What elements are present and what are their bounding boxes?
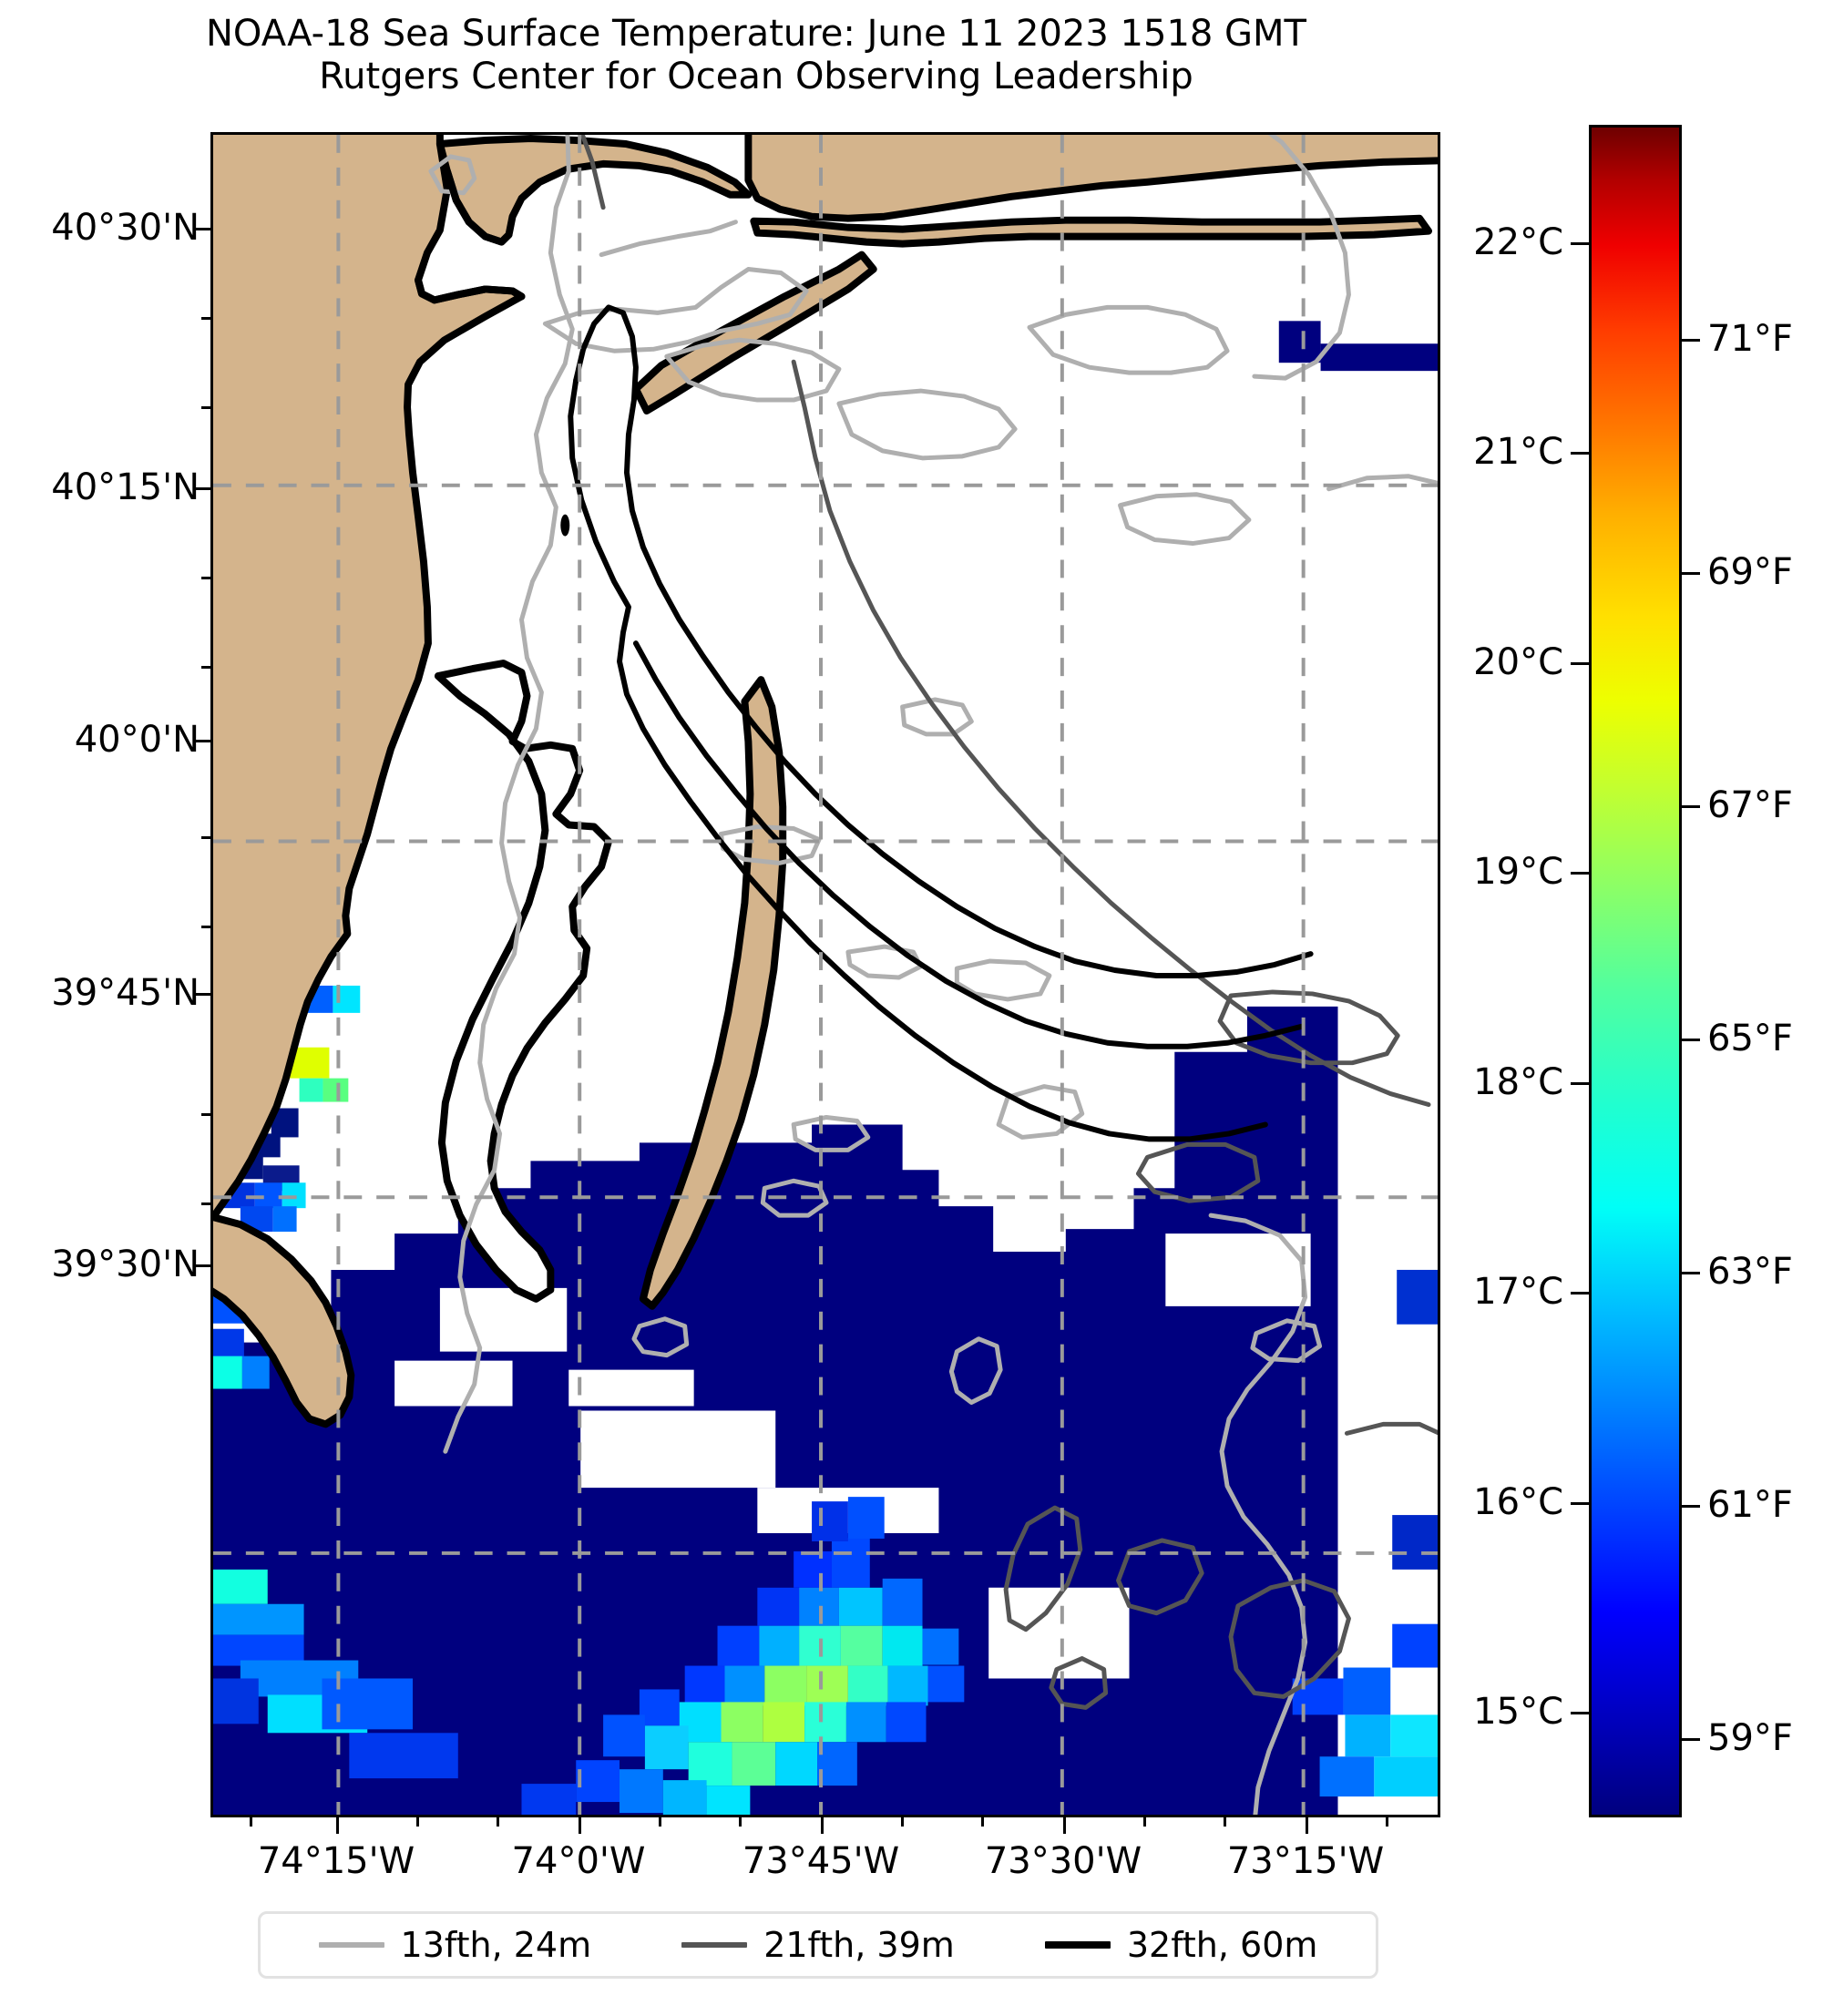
lon-label-73-30: 73°30'W xyxy=(984,1840,1142,1882)
cb-tick-18c xyxy=(1571,1082,1589,1085)
sst-map-panel[interactable] xyxy=(210,132,1440,1817)
title-line-1: NOAA-18 Sea Surface Temperature: June 11… xyxy=(205,13,1306,55)
lat-tick-39-30 xyxy=(194,1264,210,1267)
cb-label-19c: 19°C xyxy=(1473,851,1563,893)
cb-tick-69f xyxy=(1682,572,1700,575)
lat-label-40-15: 40°15'N xyxy=(51,466,200,508)
lon-tick-74-0 xyxy=(579,1817,581,1834)
legend-item-32fth[interactable]: 32fth, 60m xyxy=(1044,1925,1318,1965)
sst-raster xyxy=(213,157,1438,1815)
cb-label-22c: 22°C xyxy=(1473,221,1563,263)
lat-tick-minor-8 xyxy=(201,1202,210,1205)
lat-tick-minor-5 xyxy=(201,836,210,839)
legend-label-13fth: 13fth, 24m xyxy=(400,1925,592,1965)
cb-tick-61f xyxy=(1682,1505,1700,1508)
lat-tick-40-0 xyxy=(194,740,210,742)
lon-tick-73-30 xyxy=(1063,1817,1066,1834)
cb-tick-19c xyxy=(1571,872,1589,875)
lon-tick-minor-j xyxy=(1386,1817,1388,1827)
lat-tick-minor-2 xyxy=(201,406,210,409)
cb-tick-22c xyxy=(1571,242,1589,245)
lon-tick-minor-a xyxy=(250,1817,252,1827)
legend-swatch-13fth xyxy=(318,1942,384,1948)
lon-tick-minor-d xyxy=(659,1817,661,1827)
coastline-layer xyxy=(415,167,526,304)
colorbar-gradient xyxy=(1589,125,1682,1817)
landmass-layer xyxy=(213,135,1438,1428)
cb-label-59f: 59°F xyxy=(1707,1717,1793,1759)
contour-32fth xyxy=(560,304,1314,1142)
lat-label-39-45: 39°45'N xyxy=(51,972,200,1014)
lon-tick-minor-h xyxy=(1143,1817,1146,1827)
title-line-2: Rutgers Center for Ocean Observing Leade… xyxy=(319,56,1193,98)
cb-tick-20c xyxy=(1571,662,1589,665)
page-title: NOAA-18 Sea Surface Temperature: June 11… xyxy=(0,13,1512,98)
sst-colorbar[interactable] xyxy=(1589,125,1682,1817)
gridlines xyxy=(213,135,1438,1815)
lon-tick-minor-e xyxy=(739,1817,742,1827)
lon-tick-73-45 xyxy=(821,1817,824,1834)
cb-label-65f: 65°F xyxy=(1707,1018,1793,1059)
cb-label-16c: 16°C xyxy=(1473,1481,1563,1523)
lat-tick-minor-6 xyxy=(201,926,210,928)
lon-label-74-15: 74°15'W xyxy=(257,1840,415,1882)
legend-swatch-32fth xyxy=(1044,1941,1111,1949)
contour-21fth xyxy=(579,135,1438,1710)
legend-label-21fth: 21fth, 39m xyxy=(763,1925,955,1965)
cb-label-18c: 18°C xyxy=(1473,1061,1563,1103)
lon-tick-74-15 xyxy=(336,1817,339,1834)
lat-tick-39-45 xyxy=(194,993,210,996)
lon-tick-minor-g xyxy=(981,1817,984,1827)
bathymetry-contours xyxy=(428,135,1438,1815)
legend-item-13fth[interactable]: 13fth, 24m xyxy=(318,1925,592,1965)
cb-label-15c: 15°C xyxy=(1473,1691,1563,1733)
cb-tick-17c xyxy=(1571,1292,1589,1295)
lat-tick-minor-7 xyxy=(201,1113,210,1116)
cb-tick-65f xyxy=(1682,1039,1700,1041)
cb-label-20c: 20°C xyxy=(1473,641,1563,683)
cb-tick-16c xyxy=(1571,1502,1589,1505)
sst-map-graphic xyxy=(213,135,1438,1815)
cb-tick-15c xyxy=(1571,1712,1589,1714)
bathymetry-legend[interactable]: 13fth, 24m 21fth, 39m 32fth, 60m xyxy=(258,1911,1378,1979)
cb-label-21c: 21°C xyxy=(1473,431,1563,473)
cb-label-69f: 69°F xyxy=(1707,551,1793,593)
cb-label-67f: 67°F xyxy=(1707,784,1793,826)
lat-tick-40-30 xyxy=(194,228,210,230)
lon-label-73-45: 73°45'W xyxy=(742,1840,900,1882)
lat-label-40-0: 40°0'N xyxy=(74,719,200,761)
lat-tick-minor-3 xyxy=(201,577,210,579)
cb-tick-63f xyxy=(1682,1272,1700,1274)
cb-tick-67f xyxy=(1682,805,1700,808)
lon-label-74-0: 74°0'W xyxy=(511,1840,646,1882)
lat-tick-minor-1 xyxy=(201,317,210,320)
lat-label-39-30: 39°30'N xyxy=(51,1243,200,1285)
lat-tick-40-15 xyxy=(194,487,210,490)
cb-tick-21c xyxy=(1571,452,1589,455)
lon-label-73-15: 73°15'W xyxy=(1226,1840,1385,1882)
lon-tick-minor-b xyxy=(416,1817,419,1827)
lon-tick-minor-f xyxy=(901,1817,904,1827)
lon-tick-73-15 xyxy=(1306,1817,1308,1834)
lat-tick-minor-4 xyxy=(201,666,210,669)
lon-tick-minor-i xyxy=(1224,1817,1226,1827)
lat-label-40-30: 40°30'N xyxy=(51,207,200,249)
cb-label-63f: 63°F xyxy=(1707,1251,1793,1293)
cb-tick-59f xyxy=(1682,1738,1700,1741)
cb-tick-71f xyxy=(1682,339,1700,342)
cb-label-61f: 61°F xyxy=(1707,1484,1793,1526)
legend-label-32fth: 32fth, 60m xyxy=(1126,1925,1318,1965)
bay-water-layer xyxy=(434,660,613,1303)
legend-swatch-21fth xyxy=(681,1942,748,1948)
legend-item-21fth[interactable]: 21fth, 39m xyxy=(681,1925,955,1965)
cb-label-71f: 71°F xyxy=(1707,318,1793,360)
map-clip xyxy=(213,135,1438,1815)
contour-13fth xyxy=(428,135,1438,1815)
cb-label-17c: 17°C xyxy=(1473,1271,1563,1313)
lon-tick-minor-c xyxy=(497,1817,499,1827)
